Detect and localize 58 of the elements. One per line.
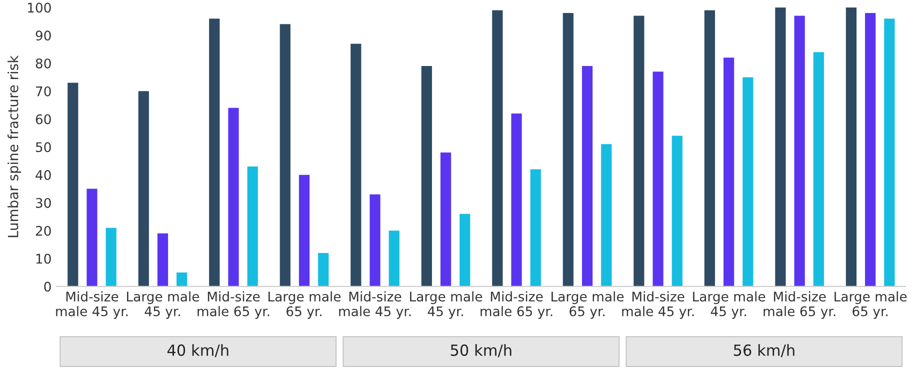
bar — [318, 252, 329, 286]
y-tick-label: 30 — [36, 198, 51, 208]
bar — [138, 91, 149, 286]
bar — [601, 144, 612, 286]
x-tick-label: Mid-size male 45 yr. — [56, 291, 128, 319]
bar — [794, 16, 805, 286]
x-tick-label: Mid-size male 45 yr. — [622, 291, 694, 319]
x-tick-label: Mid-size male 65 yr. — [764, 291, 836, 319]
bar — [813, 52, 824, 286]
bar — [562, 13, 574, 286]
bar — [298, 174, 310, 286]
y-tick-label: 10 — [36, 254, 51, 264]
y-tick-label: 60 — [36, 114, 51, 124]
bar — [865, 13, 876, 286]
bar — [775, 7, 786, 286]
y-tick-label: 80 — [36, 58, 51, 68]
x-tick-label: Mid-size male 45 yr. — [339, 291, 411, 319]
bar — [157, 233, 168, 286]
bar — [388, 230, 400, 286]
y-axis-title: Lumbar spine fracture risk — [8, 55, 22, 238]
bar — [846, 7, 857, 286]
bar — [742, 77, 754, 286]
bar — [421, 66, 432, 286]
bar — [68, 82, 78, 286]
bar — [704, 10, 716, 286]
x-tick-label: Large male 65 yr. — [834, 291, 907, 319]
text: 50 km/h — [450, 344, 512, 358]
bar — [530, 169, 541, 286]
bar — [228, 108, 239, 286]
bar — [492, 10, 503, 286]
bar — [176, 272, 188, 286]
y-tick-label: 40 — [36, 170, 51, 180]
bar — [440, 152, 452, 286]
bar — [652, 72, 664, 286]
bar — [460, 214, 470, 286]
y-tick-label: 90 — [36, 30, 51, 41]
bar — [370, 194, 380, 286]
y-tick-label: 70 — [36, 86, 51, 96]
y-tick-label: 50 — [36, 142, 51, 152]
bar — [350, 44, 362, 286]
bar — [582, 66, 593, 286]
bar — [209, 18, 220, 286]
text: 40 km/h — [167, 344, 228, 358]
bar — [511, 113, 522, 286]
bar — [723, 58, 734, 286]
text: 56 km/h — [734, 344, 794, 358]
bar — [884, 18, 895, 286]
bar — [280, 24, 290, 286]
y-tick-label: 0 — [44, 282, 51, 292]
bar — [672, 136, 682, 286]
y-tick-label: 100 — [28, 2, 51, 13]
y-tick-label: 20 — [36, 226, 51, 236]
x-tick-label: Mid-size male 65 yr. — [198, 291, 270, 319]
bar — [634, 16, 644, 286]
bar — [106, 228, 116, 286]
bar — [86, 188, 98, 286]
bar — [247, 166, 258, 286]
x-tick-label: Mid-size male 65 yr. — [480, 291, 552, 319]
